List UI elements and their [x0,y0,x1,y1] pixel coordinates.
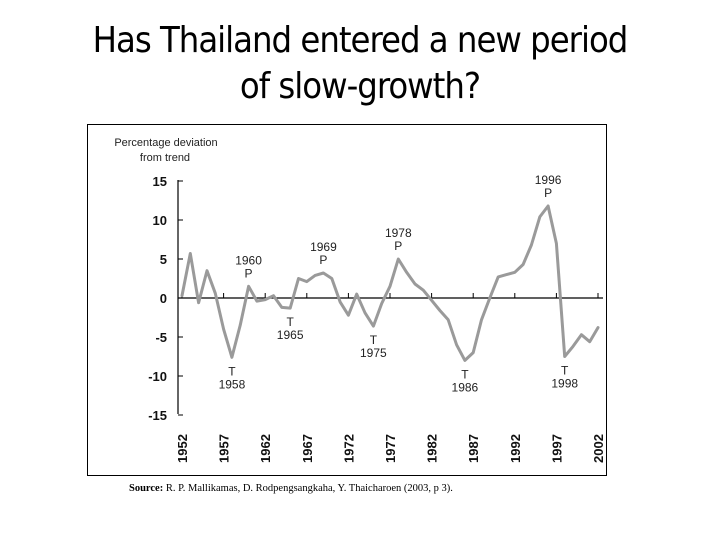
y-axis-label: Percentage deviation from trend [114,137,217,164]
slide-title-line-2: of slow-growth? [239,66,481,107]
svg-text:1975: 1975 [360,346,387,360]
x-tick-label: 1972 [341,434,356,463]
svg-text:1965: 1965 [277,328,304,342]
x-tick-label: 2002 [591,434,606,463]
svg-text:T: T [370,333,378,347]
svg-text:P: P [544,186,552,200]
x-tick-label: 1997 [549,434,564,463]
svg-text:1996: 1996 [535,173,562,187]
svg-text:T: T [461,367,469,381]
svg-text:P: P [319,253,327,267]
x-tick-label: 1992 [508,434,523,463]
source-citation: Source: R. P. Mallikamas, D. Rodpengsang… [129,483,453,494]
x-tick-label: 1987 [466,434,481,463]
chart-frame [87,124,607,476]
x-tick-label: 1957 [217,434,232,463]
y-tick-label: -10 [148,369,167,384]
x-tick-label: 1962 [258,434,273,463]
y-tick-label: 15 [153,174,167,189]
svg-text:P: P [245,266,253,280]
svg-text:T: T [286,315,294,329]
svg-text:T: T [561,364,569,378]
peak-trough-annotations: T19581960PT19651969PT19751978PT19861996P… [219,173,579,394]
svg-text:1998: 1998 [551,377,578,391]
y-tick-label: 5 [160,252,167,267]
svg-text:1960: 1960 [235,253,262,267]
x-tick-label: 1952 [175,434,190,463]
y-axis-label-line-2: from trend [140,152,190,164]
x-tick-label: 1977 [383,434,398,463]
y-tick-label: 10 [153,213,167,228]
y-tick-label: -15 [148,408,167,423]
tick-labels: 15 10 5 0 -5 -10 -15 1952 1957 1962 1967 1972 1977 19… [148,174,606,463]
slide-title-line-1: Has Thailand entered a new period [92,20,629,61]
y-tick-label: 0 [160,291,167,306]
x-tick-label: 1967 [300,434,315,463]
svg-text:P: P [394,239,402,253]
axes [177,180,603,416]
svg-text:1978: 1978 [385,226,412,240]
svg-text:1969: 1969 [310,240,337,254]
svg-text:1958: 1958 [219,377,246,391]
source-text: R. P. Mallikamas, D. Rodpengsangkaha, Y.… [165,483,453,494]
source-label: Source: [129,483,164,494]
y-tick-label: -5 [155,330,167,345]
slide-title: Has Thailand entered a new period of slo… [0,18,720,110]
svg-text:1986: 1986 [452,380,479,394]
data-line [180,204,600,362]
x-tick-label: 1982 [425,434,440,463]
svg-text:T: T [228,364,236,378]
y-axis-label-line-1: Percentage deviation [114,137,217,149]
